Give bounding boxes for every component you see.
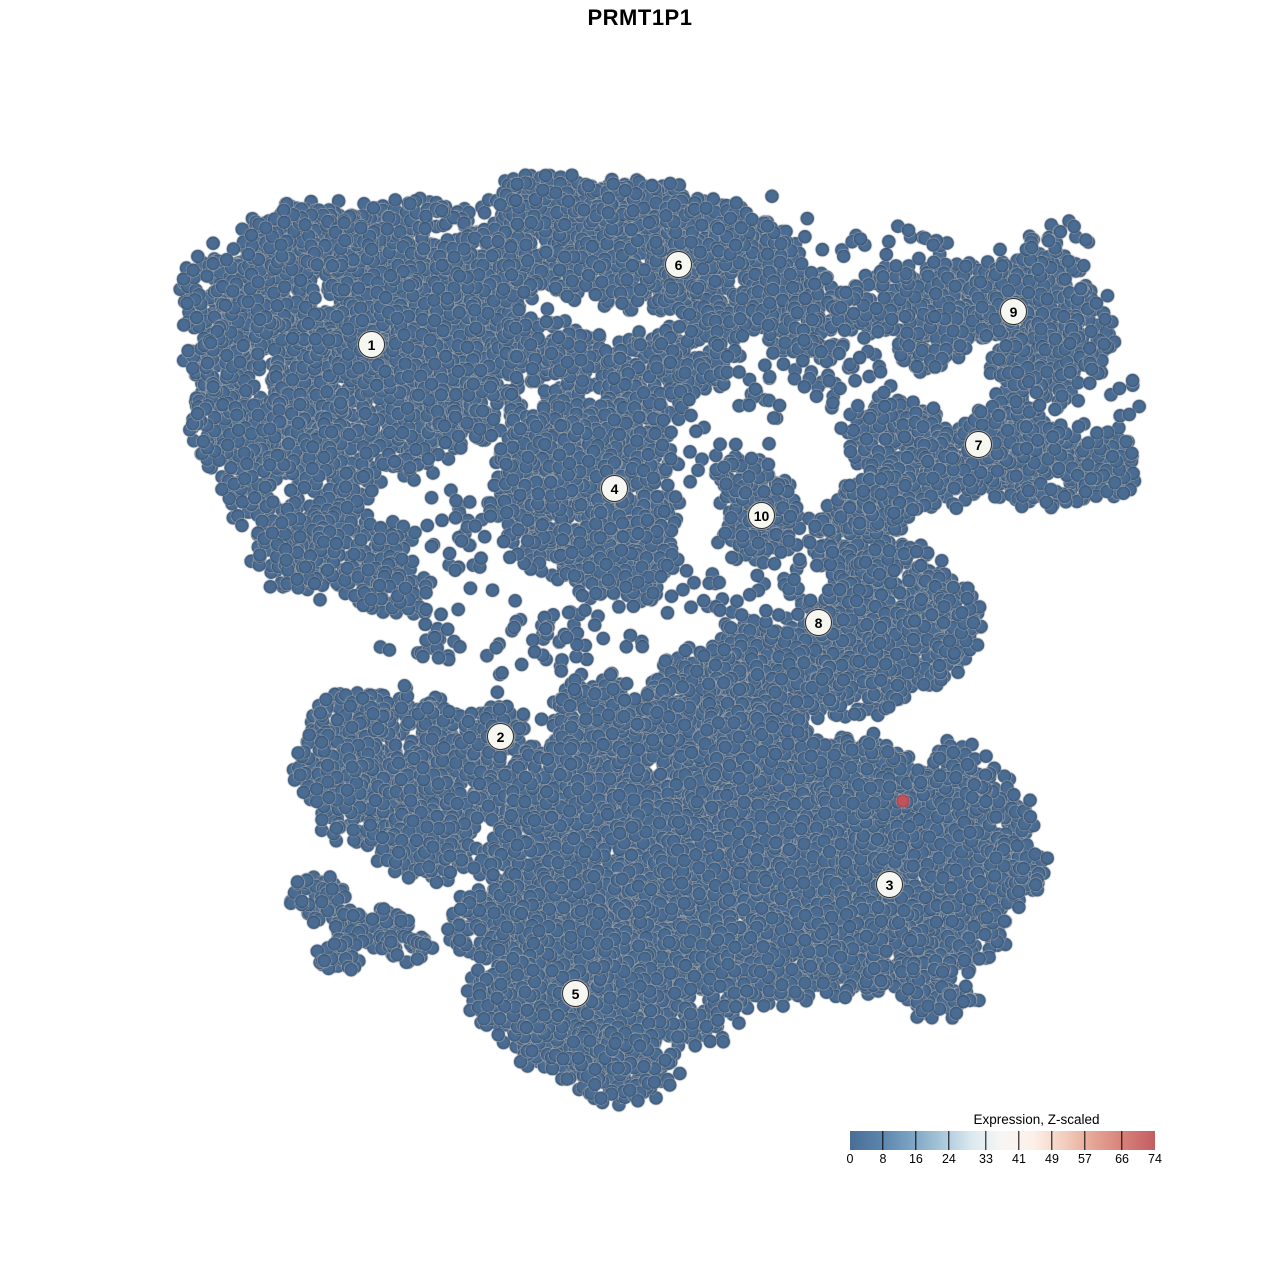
legend-tick-16: 16 (908, 1152, 923, 1166)
legend-tick-57: 57 (1077, 1152, 1092, 1166)
legend-tick-8: 8 (879, 1152, 887, 1166)
legend-title: Expression, Z-scaled (973, 1112, 1100, 1127)
legend-tick-49: 49 (1045, 1152, 1059, 1166)
legend-divider-66 (1121, 1131, 1123, 1150)
legend-divider-41 (1018, 1131, 1020, 1150)
legend-divider-8 (882, 1131, 884, 1150)
legend-tick-24: 24 (941, 1152, 956, 1166)
legend-tick-66: 66 (1115, 1152, 1129, 1166)
legend-divider-49 (1051, 1131, 1053, 1150)
legend-tick-74: 74 (1148, 1152, 1162, 1166)
expression-legend: Expression, Z-scaled 0 8 16 24 33 41 49 57 66 74 (846, 1112, 1162, 1168)
legend-divider-24 (948, 1131, 950, 1150)
legend-tick-33: 33 (979, 1152, 993, 1166)
legend-divider-16 (915, 1131, 917, 1150)
legend-divider-57 (1084, 1131, 1086, 1150)
legend-tick-labels: 0 8 16 24 33 41 49 57 66 74 (846, 1152, 1162, 1168)
legend-divider-33 (985, 1131, 987, 1150)
legend-gradient-bar (850, 1131, 1155, 1150)
legend-tick-41: 41 (1012, 1152, 1026, 1166)
legend-tick-0: 0 (846, 1152, 854, 1166)
